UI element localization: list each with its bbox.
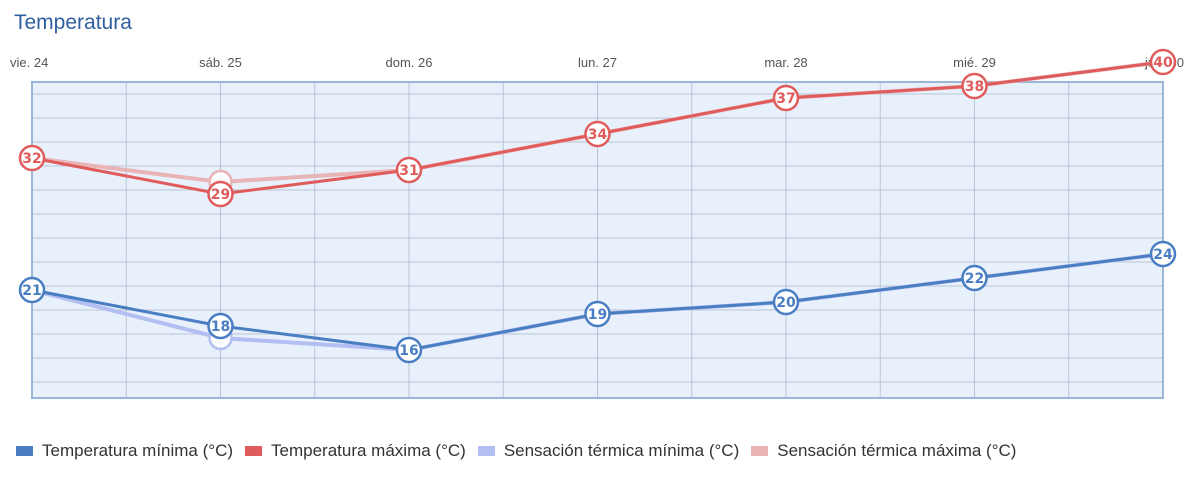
chart-legend: Temperatura mínima (°C) Temperatura máxi… [16, 441, 1028, 461]
legend-swatch-feels-min [477, 446, 495, 456]
data-point [18, 276, 46, 304]
x-tick-label: sáb. 25 [199, 55, 242, 70]
legend-label-max: Temperatura máxima (°C) [271, 441, 466, 460]
data-label: 32 [22, 151, 41, 167]
data-label: 31 [399, 163, 418, 179]
x-tick-label: mié. 29 [953, 55, 996, 70]
x-tick-label: mar. 28 [764, 55, 807, 70]
data-label: 18 [211, 319, 230, 335]
data-point [1149, 48, 1177, 76]
legend-swatch-min [16, 446, 33, 456]
data-label: 21 [22, 283, 41, 299]
data-label: 20 [776, 295, 796, 311]
legend-swatch-max [245, 446, 263, 456]
data-point [1149, 240, 1177, 268]
legend-item-min[interactable]: Temperatura mínima (°C) [16, 441, 233, 461]
data-label: 19 [588, 307, 607, 323]
data-label: 34 [588, 127, 608, 143]
data-point [961, 72, 988, 100]
legend-item-feels-max[interactable]: Sensación térmica máxima (°C) [751, 441, 1016, 461]
legend-label-feels-min: Sensación térmica mínima (°C) [503, 441, 740, 460]
data-label: 22 [965, 271, 984, 287]
data-point [395, 156, 423, 184]
x-tick-label: vie. 24 [10, 55, 48, 70]
data-point [584, 120, 611, 148]
chart-title: Temperatura [14, 11, 132, 34]
legend-swatch-feels-max [751, 446, 769, 456]
data-point [772, 84, 800, 112]
data-label: 24 [1153, 247, 1173, 263]
legend-item-max[interactable]: Temperatura máxima (°C) [245, 441, 466, 461]
data-point [18, 144, 46, 172]
x-tick-label: lun. 27 [578, 55, 617, 70]
data-point [207, 180, 234, 208]
x-tick-label: dom. 26 [386, 55, 433, 70]
temperature-chart: vie. 24 sáb. 25 dom. 26 lun. 27 mar. 28 mié. … [10, 48, 1184, 399]
data-point [961, 264, 988, 292]
plot-frame [31, 81, 1164, 399]
data-label: 40 [1153, 55, 1173, 71]
data-point [207, 312, 234, 340]
data-label: 38 [965, 79, 984, 95]
legend-label-feels-max: Sensación térmica máxima (°C) [777, 441, 1017, 460]
data-point [772, 288, 800, 316]
data-label: 16 [399, 343, 418, 359]
data-label: 37 [776, 91, 795, 107]
legend-label-min: Temperatura mínima (°C) [42, 441, 234, 460]
legend-item-feels-min[interactable]: Sensación térmica mínima (°C) [477, 441, 740, 461]
data-label: 29 [211, 187, 230, 203]
data-point [395, 336, 423, 364]
data-point [584, 300, 611, 328]
